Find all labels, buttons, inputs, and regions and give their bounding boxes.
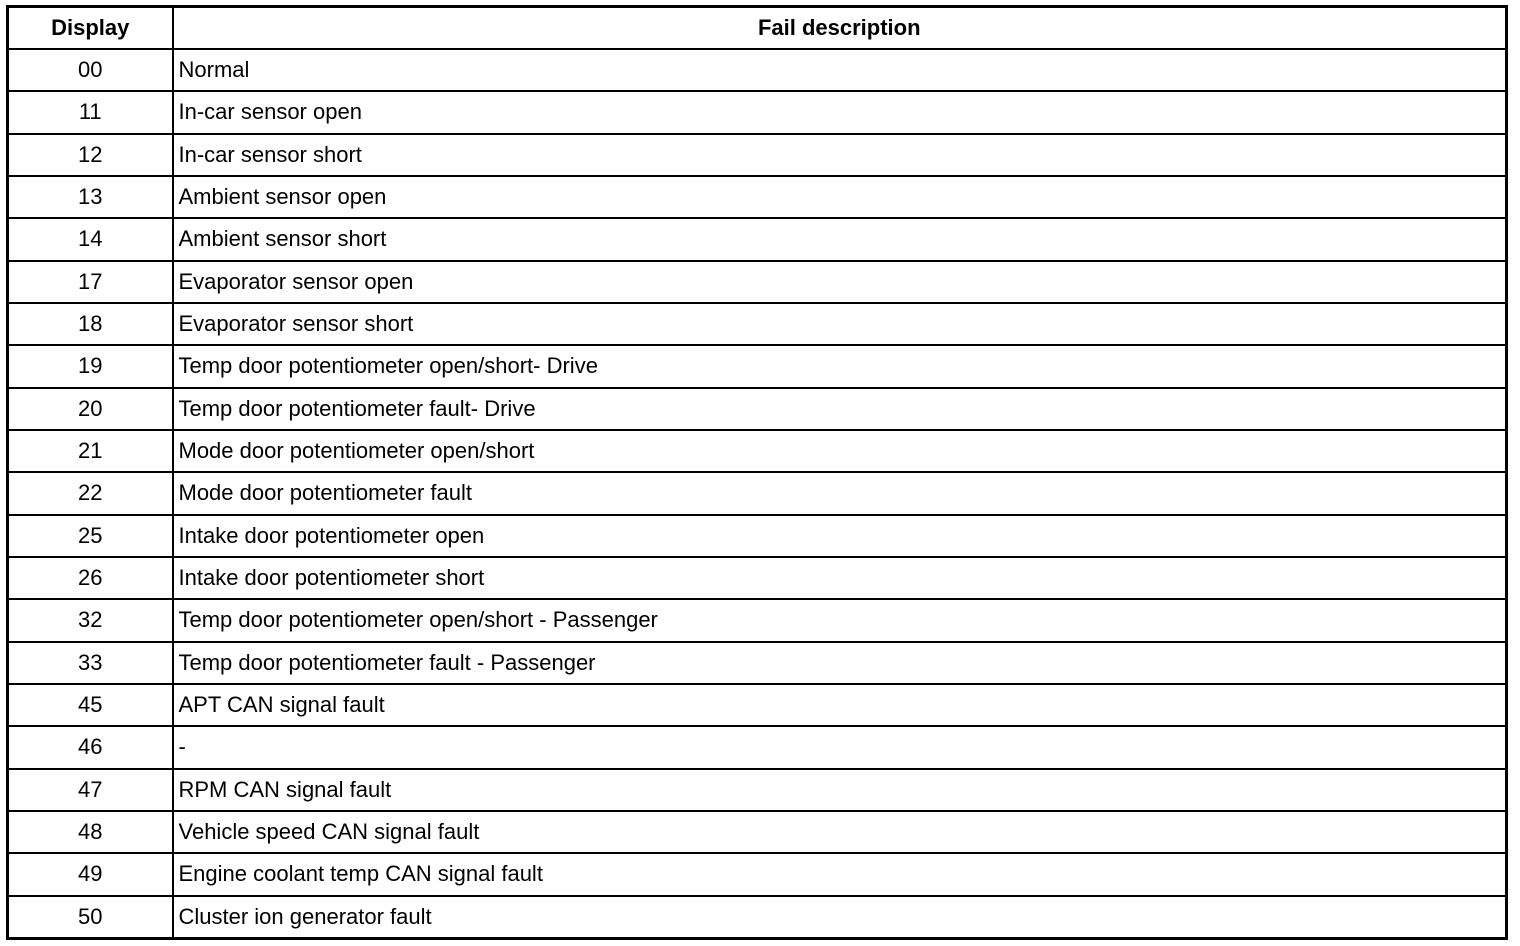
table-row: 49 Engine coolant temp CAN signal fault — [6, 852, 1508, 897]
fail-description-cell: Ambient sensor open — [171, 174, 1508, 220]
table-row: 22 Mode door potentiometer fault — [6, 471, 1508, 516]
fail-description-cell: APT CAN signal fault — [171, 682, 1508, 728]
fail-description-cell: Intake door potentiometer short — [171, 555, 1508, 601]
table-row: 21 Mode door potentiometer open/short — [6, 428, 1508, 474]
table-row: 12 In-car sensor short — [6, 132, 1508, 177]
table-row: 00 Normal — [6, 47, 1508, 93]
table-row: 33 Temp door potentiometer fault - Passen… — [6, 640, 1508, 685]
header-row: Display Fail description — [6, 5, 1508, 50]
fail-description-cell: RPM CAN signal fault — [171, 767, 1508, 812]
display-code-cell: 13 — [6, 174, 174, 220]
table-row: 32 Temp door potentiometer open/short - P… — [6, 598, 1508, 643]
display-code-cell: 48 — [6, 809, 174, 855]
table-row: 13 Ambient sensor open — [6, 174, 1508, 220]
display-code-cell: 18 — [6, 301, 174, 347]
display-code-cell: 22 — [6, 471, 174, 516]
fail-description-cell: Temp door potentiometer fault- Drive — [171, 386, 1508, 431]
table-row: 48 Vehicle speed CAN signal fault — [6, 809, 1508, 855]
table-row: 20 Temp door potentiometer fault- Drive — [6, 386, 1508, 431]
header-fail-description: Fail description — [171, 5, 1508, 50]
table-row: 17 Evaporator sensor open — [6, 259, 1508, 304]
table-row: 11 In-car sensor open — [6, 90, 1508, 135]
fail-description-cell: Temp door potentiometer open/short - Pas… — [171, 598, 1508, 643]
display-code-cell: 50 — [6, 894, 174, 940]
table-row: 50 Cluster ion generator fault — [6, 894, 1508, 940]
table-row: 25 Intake door potentiometer open — [6, 513, 1508, 558]
fail-description-cell: Mode door potentiometer fault — [171, 471, 1508, 516]
display-code-cell: 19 — [6, 344, 174, 389]
display-code-cell: 20 — [6, 386, 174, 431]
fail-description-cell: Evaporator sensor open — [171, 259, 1508, 304]
table-row: 45 APT CAN signal fault — [6, 682, 1508, 728]
fail-description-cell: Intake door potentiometer open — [171, 513, 1508, 558]
fail-description-cell: Ambient sensor short — [171, 217, 1508, 262]
display-code-cell: 47 — [6, 767, 174, 812]
fail-code-table: Display Fail description 00 Normal 11 In-ca… — [6, 5, 1508, 940]
display-code-cell: 49 — [6, 852, 174, 897]
display-code-cell: 17 — [6, 259, 174, 304]
display-code-cell: 32 — [6, 598, 174, 643]
fail-description-cell: Mode door potentiometer open/short — [171, 428, 1508, 474]
fail-description-cell: In-car sensor open — [171, 90, 1508, 135]
display-code-cell: 25 — [6, 513, 174, 558]
fail-description-cell: Cluster ion generator fault — [171, 894, 1508, 940]
display-code-cell: 11 — [6, 90, 174, 135]
display-code-cell: 21 — [6, 428, 174, 474]
table-row: 47 RPM CAN signal fault — [6, 767, 1508, 812]
fail-description-cell: - — [171, 725, 1508, 770]
display-code-cell: 45 — [6, 682, 174, 728]
fail-description-cell: Temp door potentiometer fault - Passenge… — [171, 640, 1508, 685]
display-code-cell: 46 — [6, 725, 174, 770]
table-row: 18 Evaporator sensor short — [6, 301, 1508, 347]
display-code-cell: 00 — [6, 47, 174, 93]
fail-description-cell: In-car sensor short — [171, 132, 1508, 177]
fail-description-cell: Vehicle speed CAN signal fault — [171, 809, 1508, 855]
fail-description-cell: Engine coolant temp CAN signal fault — [171, 852, 1508, 897]
table-row: 19 Temp door potentiometer open/short- Dr… — [6, 344, 1508, 389]
fail-description-cell: Temp door potentiometer open/short- Driv… — [171, 344, 1508, 389]
fail-description-cell: Evaporator sensor short — [171, 301, 1508, 347]
table-row: 26 Intake door potentiometer short — [6, 555, 1508, 601]
fail-description-cell: Normal — [171, 47, 1508, 93]
table-row: 14 Ambient sensor short — [6, 217, 1508, 262]
header-display: Display — [6, 5, 174, 50]
table-row: 46- — [6, 725, 1508, 770]
display-code-cell: 14 — [6, 217, 174, 262]
display-code-cell: 26 — [6, 555, 174, 601]
display-code-cell: 12 — [6, 132, 174, 177]
display-code-cell: 33 — [6, 640, 174, 685]
